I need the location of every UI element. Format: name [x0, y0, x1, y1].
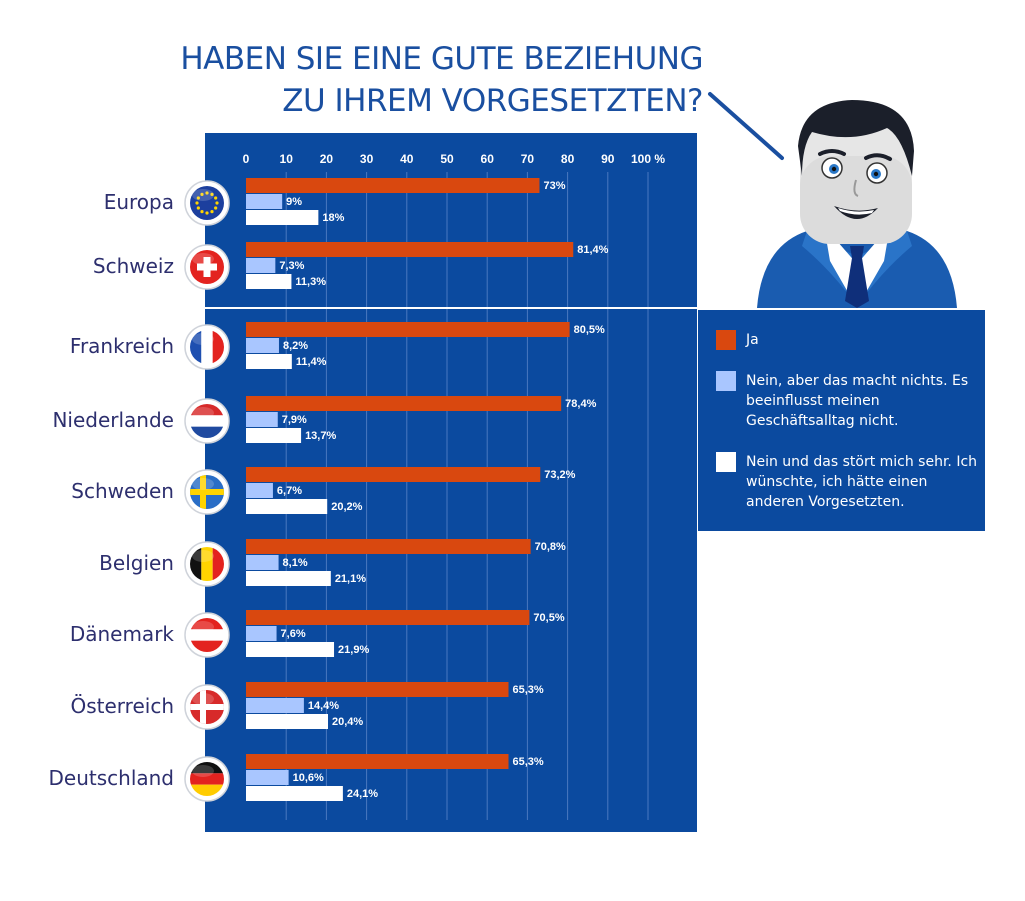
bar-nein-nichts-oesterreich — [246, 698, 304, 713]
swiss-flag-icon — [184, 244, 230, 290]
eu-flag-icon — [184, 180, 230, 226]
category-label-europa: Europa — [104, 190, 174, 214]
data-label: 7,3% — [279, 260, 304, 272]
bar-nein-stoert-niederlande — [246, 428, 302, 443]
legend-label-nein-nichts: Nein, aber das macht nichts. Es beeinflu… — [746, 373, 969, 429]
data-label: 73,2% — [544, 469, 575, 481]
bar-ja-europa — [246, 178, 540, 193]
bar-nein-stoert-belgien — [246, 571, 331, 586]
data-label: 70,8% — [535, 541, 566, 553]
legend-item-nein-nichts: Nein, aber das macht nichts. Es beeinflu… — [716, 371, 984, 431]
x-tick-label: 90 — [601, 152, 615, 166]
chart-title-line-1: HABEN SIE EINE GUTE BEZIEHUNG — [180, 41, 703, 77]
bar-nein-nichts-schweden — [246, 483, 273, 498]
data-label: 21,9% — [338, 644, 369, 656]
bar-nein-stoert-oesterreich — [246, 714, 329, 729]
bar-ja-daenemark — [246, 610, 530, 625]
data-label: 70,5% — [533, 612, 564, 624]
x-tick-label: 70 — [521, 152, 535, 166]
legend-item-nein-stoert: Nein und das stört mich sehr. Ich wünsch… — [716, 452, 984, 512]
data-label: 8,2% — [283, 340, 308, 352]
data-label: 18% — [322, 212, 344, 224]
x-tick-label: 40 — [400, 152, 414, 166]
legend-label-nein-stoert: Nein und das stört mich sehr. Ich wünsch… — [746, 454, 978, 510]
data-label: 78,4% — [565, 398, 596, 410]
data-label: 65,3% — [513, 684, 544, 696]
bar-ja-frankreich — [246, 322, 570, 337]
category-label-schweiz: Schweiz — [93, 254, 174, 278]
chart-title: HABEN SIE EINE GUTE BEZIEHUNG ZU IHREM V… — [180, 38, 703, 122]
data-label: 8,1% — [283, 557, 308, 569]
x-tick-label: 80 — [561, 152, 575, 166]
belgian-flag-icon — [184, 541, 230, 587]
austrian-flag-icon — [184, 612, 230, 658]
legend-swatch-nein-nichts — [716, 371, 736, 391]
data-label: 81,4% — [577, 244, 608, 256]
data-label: 20,4% — [332, 716, 363, 728]
bar-ja-belgien — [246, 539, 531, 554]
x-tick-label: 10 — [280, 152, 294, 166]
data-label: 21,1% — [335, 573, 366, 585]
data-label: 7,9% — [282, 414, 307, 426]
data-label: 24,1% — [347, 788, 378, 800]
x-tick-label: 20 — [320, 152, 334, 166]
bar-ja-oesterreich — [246, 682, 509, 697]
dutch-flag-icon — [184, 398, 230, 444]
data-label: 6,7% — [277, 485, 302, 497]
x-tick-label: 0 — [243, 152, 250, 166]
data-label: 80,5% — [574, 324, 605, 336]
german-flag-icon — [184, 756, 230, 802]
legend-item-ja: Ja — [716, 330, 984, 350]
bar-nein-stoert-schweden — [246, 499, 328, 514]
bar-nein-nichts-belgien — [246, 555, 279, 570]
data-label: 9% — [286, 196, 302, 208]
bar-ja-niederlande — [246, 396, 562, 411]
swedish-flag-icon — [184, 469, 230, 515]
category-label-daenemark: Dänemark — [70, 622, 175, 646]
data-label: 11,3% — [295, 276, 326, 288]
bar-nein-nichts-daenemark — [246, 626, 277, 641]
bar-nein-nichts-europa — [246, 194, 283, 209]
bar-ja-deutschland — [246, 754, 509, 769]
legend-panel: Ja Nein, aber das macht nichts. Es beein… — [698, 310, 985, 531]
data-label: 73% — [543, 180, 565, 192]
bar-nein-stoert-frankreich — [246, 354, 292, 369]
legend-swatch-ja — [716, 330, 736, 350]
x-tick-label: 30 — [360, 152, 374, 166]
data-label: 10,6% — [293, 772, 324, 784]
bar-nein-nichts-niederlande — [246, 412, 278, 427]
category-label-frankreich: Frankreich — [70, 334, 174, 358]
businessman-character-illustration — [757, 100, 957, 308]
bar-nein-stoert-daenemark — [246, 642, 335, 657]
data-label: 7,6% — [281, 628, 306, 640]
data-label: 14,4% — [308, 700, 339, 712]
category-label-schweden: Schweden — [71, 479, 174, 503]
bar-nein-nichts-schweiz — [246, 258, 276, 273]
legend-label-ja: Ja — [746, 332, 759, 348]
category-label-niederlande: Niederlande — [52, 408, 174, 432]
data-label: 20,2% — [331, 501, 362, 513]
bar-nein-stoert-schweiz — [246, 274, 292, 289]
chart-title-line-2: ZU IHREM VORGESETZTEN? — [282, 83, 703, 119]
bar-nein-stoert-europa — [246, 210, 319, 225]
x-tick-label: 60 — [481, 152, 495, 166]
category-label-oesterreich: Österreich — [71, 694, 175, 718]
data-label: 65,3% — [513, 756, 544, 768]
x-tick-label: 100 % — [631, 152, 665, 166]
french-flag-icon — [184, 324, 230, 370]
bar-nein-nichts-frankreich — [246, 338, 279, 353]
bar-nein-nichts-deutschland — [246, 770, 289, 785]
category-label-deutschland: Deutschland — [49, 766, 175, 790]
data-label: 13,7% — [305, 430, 336, 442]
bar-ja-schweiz — [246, 242, 574, 257]
bar-nein-stoert-deutschland — [246, 786, 343, 801]
legend-swatch-nein-stoert — [716, 452, 736, 472]
x-tick-label: 50 — [440, 152, 454, 166]
danish-flag-icon — [184, 684, 230, 730]
bar-ja-schweden — [246, 467, 541, 482]
data-label: 11,4% — [296, 356, 327, 368]
category-label-belgien: Belgien — [99, 551, 174, 575]
